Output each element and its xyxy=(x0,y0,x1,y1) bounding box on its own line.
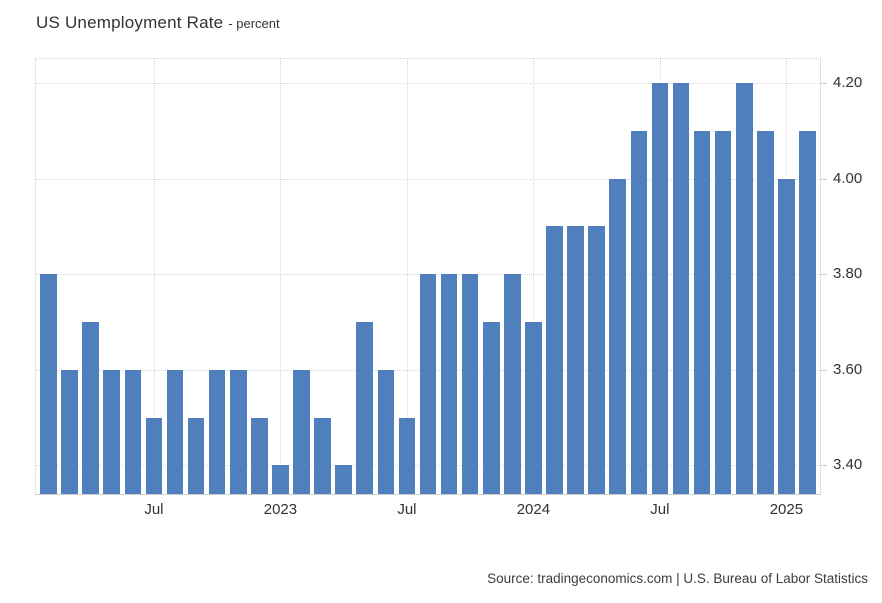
bar-jul-2023[interactable] xyxy=(398,417,416,494)
bar-nov-2022[interactable] xyxy=(229,369,247,494)
bar-feb-2024[interactable] xyxy=(546,226,563,494)
bar-jan-2023[interactable] xyxy=(272,465,289,494)
source-attribution: Source: tradingeconomics.com | U.S. Bure… xyxy=(487,571,868,586)
bar-jan-2024[interactable] xyxy=(525,321,542,494)
bar-may-2023[interactable] xyxy=(356,321,374,494)
v-gridline xyxy=(280,59,282,494)
bar-aug-2022[interactable] xyxy=(166,369,184,494)
y-axis-tick xyxy=(821,274,827,276)
y-axis-label: 3.80 xyxy=(833,265,863,283)
bar-jun-2023[interactable] xyxy=(377,369,395,494)
bar-feb-2023[interactable] xyxy=(293,369,310,494)
bar-jan-2025[interactable] xyxy=(778,178,795,494)
bar-may-2024[interactable] xyxy=(609,178,627,494)
y-axis-tick xyxy=(821,369,827,371)
y-axis-label: 4.20 xyxy=(833,73,863,91)
bar-dec-2022[interactable] xyxy=(251,417,268,494)
x-axis-label: Jul xyxy=(650,501,670,518)
bar-jun-2022[interactable] xyxy=(124,369,142,494)
y-axis-label: 4.00 xyxy=(833,169,863,187)
chart-subtitle: - percent xyxy=(228,16,280,31)
bar-jul-2024[interactable] xyxy=(651,82,669,494)
y-axis-tick xyxy=(821,82,827,84)
v-gridline xyxy=(153,59,155,494)
bar-nov-2024[interactable] xyxy=(735,82,753,494)
bar-apr-2024[interactable] xyxy=(588,226,605,494)
h-gridline xyxy=(36,82,820,84)
bar-dec-2024[interactable] xyxy=(756,130,774,494)
v-gridline xyxy=(533,59,535,494)
bar-sep-2024[interactable] xyxy=(693,130,711,494)
bar-apr-2023[interactable] xyxy=(335,465,352,494)
x-axis-label: 2023 xyxy=(263,501,298,518)
bar-nov-2023[interactable] xyxy=(482,321,500,494)
x-axis-label: 2025 xyxy=(769,501,804,518)
y-axis-label: 3.40 xyxy=(833,456,863,474)
bar-may-2022[interactable] xyxy=(103,369,121,494)
bar-dec-2023[interactable] xyxy=(504,274,521,494)
bar-apr-2022[interactable] xyxy=(82,321,99,494)
bar-sep-2022[interactable] xyxy=(187,417,205,494)
bar-feb-2022[interactable] xyxy=(40,274,57,494)
bar-sep-2023[interactable] xyxy=(440,274,458,494)
y-axis-tick xyxy=(821,178,827,180)
x-axis-label: Jul xyxy=(144,501,164,518)
h-gridline xyxy=(36,178,820,180)
v-gridline xyxy=(406,59,408,494)
bar-oct-2022[interactable] xyxy=(208,369,226,494)
bar-jul-2022[interactable] xyxy=(145,417,163,494)
plot-area: 3.40 3.60 3.80 4.00 4.20 Jul 2023 Jul 2024 Jul 202… xyxy=(35,58,862,518)
bar-aug-2023[interactable] xyxy=(419,274,437,494)
bar-mar-2024[interactable] xyxy=(567,226,584,494)
y-axis-tick xyxy=(821,465,827,467)
chart-title: US Unemployment Rate xyxy=(36,13,224,32)
bar-oct-2023[interactable] xyxy=(461,274,479,494)
chart-header: US Unemployment Rate - percent xyxy=(36,13,280,33)
bar-oct-2024[interactable] xyxy=(714,130,732,494)
bar-mar-2022[interactable] xyxy=(61,369,78,494)
y-axis-label: 3.60 xyxy=(833,360,863,378)
bar-aug-2024[interactable] xyxy=(672,82,690,494)
bar-jun-2024[interactable] xyxy=(630,130,648,494)
bar-mar-2023[interactable] xyxy=(314,417,331,494)
x-axis-label: Jul xyxy=(397,501,417,518)
x-axis-label: 2024 xyxy=(516,501,551,518)
bar-feb-2025[interactable] xyxy=(799,130,816,494)
